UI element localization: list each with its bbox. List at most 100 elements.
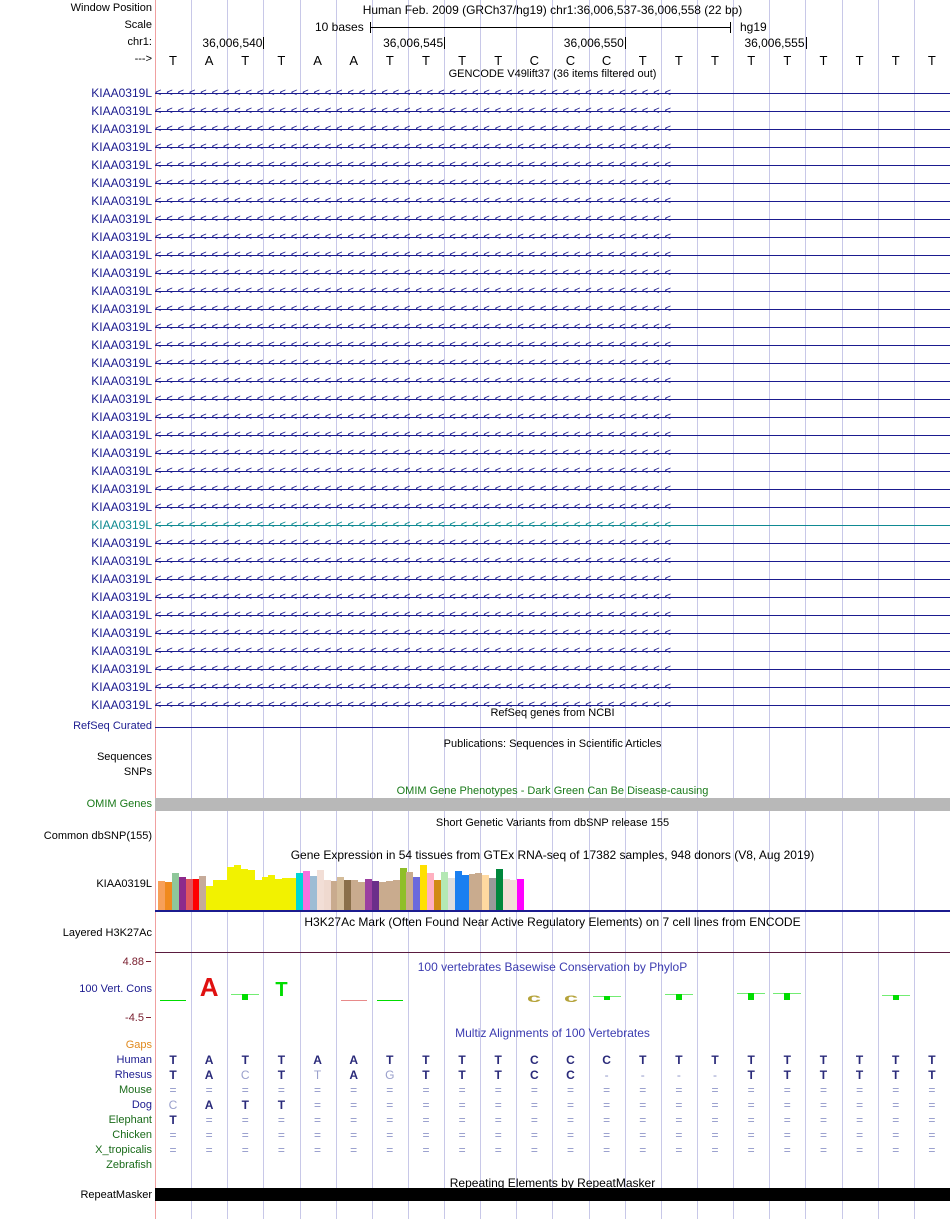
- gene-row[interactable]: KIAA0319L <<<<<<<<<<<<<<<<<<<<<<<<<<<<<<<…: [0, 300, 950, 318]
- multiz-species-label[interactable]: Elephant: [108, 1114, 152, 1126]
- gtex-bar[interactable]: [378, 882, 386, 910]
- omim-feature-band[interactable]: [155, 798, 950, 811]
- gtex-bar[interactable]: [509, 880, 517, 910]
- gene-row[interactable]: KIAA0319L <<<<<<<<<<<<<<<<<<<<<<<<<<<<<<<…: [0, 624, 950, 642]
- gene-row-label[interactable]: KIAA0319L: [91, 302, 152, 316]
- gtex-bar[interactable]: [427, 873, 435, 910]
- gtex-bar[interactable]: [316, 870, 324, 910]
- gene-row[interactable]: KIAA0319L <<<<<<<<<<<<<<<<<<<<<<<<<<<<<<<…: [0, 534, 950, 552]
- multiz-species-row[interactable]: X_tropicalis = = = = = = = = = = = = = = = = = = = = = =: [0, 1143, 950, 1158]
- gene-row-label[interactable]: KIAA0319L: [91, 662, 152, 676]
- gene-row-label[interactable]: KIAA0319L: [91, 680, 152, 694]
- gene-row[interactable]: KIAA0319L <<<<<<<<<<<<<<<<<<<<<<<<<<<<<<<…: [0, 264, 950, 282]
- gtex-track-label[interactable]: KIAA0319L: [96, 878, 152, 890]
- gtex-bar[interactable]: [233, 865, 241, 910]
- gene-row[interactable]: KIAA0319L <<<<<<<<<<<<<<<<<<<<<<<<<<<<<<<…: [0, 84, 950, 102]
- gtex-bar[interactable]: [503, 879, 510, 910]
- gene-row[interactable]: KIAA0319L <<<<<<<<<<<<<<<<<<<<<<<<<<<<<<<…: [0, 588, 950, 606]
- gene-row-label[interactable]: KIAA0319L: [91, 356, 152, 370]
- gene-row-label[interactable]: KIAA0319L: [91, 554, 152, 568]
- gene-row-label[interactable]: KIAA0319L: [91, 248, 152, 262]
- gene-row-label[interactable]: KIAA0319L: [91, 122, 152, 136]
- coordinate-ruler[interactable]: 36,006,540 36,006,545 36,006,550 36,006,555: [155, 36, 950, 52]
- omim-track-label[interactable]: OMIM Genes: [86, 798, 152, 810]
- h3k27ac-track-label[interactable]: Layered H3K27Ac: [62, 927, 152, 939]
- repeatmasker-feature-band[interactable]: [155, 1188, 950, 1201]
- gtex-bar[interactable]: [282, 878, 290, 910]
- multiz-species-row[interactable]: Rhesus T A C T T A G T T T C C - - - - T T T T T T: [0, 1068, 950, 1083]
- gene-row[interactable]: KIAA0319L <<<<<<<<<<<<<<<<<<<<<<<<<<<<<<<…: [0, 120, 950, 138]
- gene-row[interactable]: KIAA0319L <<<<<<<<<<<<<<<<<<<<<<<<<<<<<<<…: [0, 516, 950, 534]
- gtex-bar[interactable]: [392, 880, 400, 910]
- gene-row[interactable]: KIAA0319L <<<<<<<<<<<<<<<<<<<<<<<<<<<<<<<…: [0, 390, 950, 408]
- gtex-bar[interactable]: [337, 877, 345, 910]
- gtex-bar[interactable]: [454, 871, 462, 910]
- gene-row-label[interactable]: KIAA0319L: [91, 590, 152, 604]
- gene-row-label[interactable]: KIAA0319L: [91, 212, 152, 226]
- gene-row[interactable]: KIAA0319L <<<<<<<<<<<<<<<<<<<<<<<<<<<<<<<…: [0, 138, 950, 156]
- gtex-bar[interactable]: [399, 868, 407, 910]
- gtex-bar[interactable]: [289, 878, 297, 910]
- gene-row-label[interactable]: KIAA0319L: [91, 266, 152, 280]
- multiz-species-label[interactable]: Mouse: [118, 1084, 152, 1096]
- gene-row-label[interactable]: KIAA0319L: [91, 698, 152, 712]
- gtex-bar[interactable]: [296, 873, 303, 910]
- gtex-bar[interactable]: [261, 877, 269, 910]
- gene-row-label[interactable]: KIAA0319L: [91, 374, 152, 388]
- gene-row[interactable]: KIAA0319L <<<<<<<<<<<<<<<<<<<<<<<<<<<<<<<…: [0, 426, 950, 444]
- gene-row[interactable]: KIAA0319L <<<<<<<<<<<<<<<<<<<<<<<<<<<<<<<…: [0, 192, 950, 210]
- refseq-track-label[interactable]: RefSeq Curated: [73, 720, 152, 732]
- gene-row-label[interactable]: KIAA0319L: [91, 572, 152, 586]
- multiz-species-row[interactable]: Dog C A T T = = = = = = = = = = = = = = = = = =: [0, 1098, 950, 1113]
- gene-row-label[interactable]: KIAA0319L: [91, 536, 152, 550]
- gtex-bar[interactable]: [461, 875, 469, 910]
- gtex-bar[interactable]: [365, 879, 372, 910]
- multiz-species-label[interactable]: Human: [116, 1054, 152, 1066]
- gene-row-label[interactable]: KIAA0319L: [91, 500, 152, 514]
- gtex-bar[interactable]: [351, 880, 359, 910]
- gene-row[interactable]: KIAA0319L <<<<<<<<<<<<<<<<<<<<<<<<<<<<<<<…: [0, 552, 950, 570]
- gene-row[interactable]: KIAA0319L <<<<<<<<<<<<<<<<<<<<<<<<<<<<<<<…: [0, 408, 950, 426]
- gene-row-label[interactable]: KIAA0319L: [91, 446, 152, 460]
- gtex-bar[interactable]: [475, 873, 483, 910]
- gene-row[interactable]: KIAA0319L <<<<<<<<<<<<<<<<<<<<<<<<<<<<<<<…: [0, 696, 950, 714]
- multiz-species-row[interactable]: Zebrafish: [0, 1158, 950, 1173]
- gtex-bar[interactable]: [413, 877, 421, 910]
- gencode-gene-rows[interactable]: KIAA0319L <<<<<<<<<<<<<<<<<<<<<<<<<<<<<<<…: [0, 84, 950, 714]
- gtex-bar[interactable]: [468, 874, 476, 910]
- gtex-bar[interactable]: [420, 865, 428, 910]
- gene-row[interactable]: KIAA0319L <<<<<<<<<<<<<<<<<<<<<<<<<<<<<<<…: [0, 480, 950, 498]
- gtex-bar[interactable]: [516, 879, 524, 910]
- gtex-bar[interactable]: [247, 870, 255, 910]
- gtex-bar[interactable]: [447, 878, 455, 910]
- gtex-bar[interactable]: [385, 881, 393, 910]
- gtex-bar[interactable]: [323, 880, 331, 910]
- repeatmasker-track-label[interactable]: RepeatMasker: [80, 1189, 152, 1201]
- multiz-species-row[interactable]: Mouse = = = = = = = = = = = = = = = = = = = = = =: [0, 1083, 950, 1098]
- gene-row[interactable]: KIAA0319L <<<<<<<<<<<<<<<<<<<<<<<<<<<<<<<…: [0, 282, 950, 300]
- multiz-species-label[interactable]: X_tropicalis: [95, 1144, 152, 1156]
- gtex-bar[interactable]: [496, 869, 504, 910]
- gtex-bar[interactable]: [206, 886, 214, 910]
- gene-row-label[interactable]: KIAA0319L: [91, 626, 152, 640]
- gtex-bar[interactable]: [178, 877, 186, 910]
- phylop-track-label[interactable]: 100 Vert. Cons: [79, 983, 152, 995]
- gene-row-label[interactable]: KIAA0319L: [91, 644, 152, 658]
- gene-row[interactable]: KIAA0319L <<<<<<<<<<<<<<<<<<<<<<<<<<<<<<<…: [0, 228, 950, 246]
- gene-row-label[interactable]: KIAA0319L: [91, 482, 152, 496]
- gtex-expression-barchart[interactable]: [158, 862, 531, 910]
- gene-row-label[interactable]: KIAA0319L: [91, 410, 152, 424]
- gene-row[interactable]: KIAA0319L <<<<<<<<<<<<<<<<<<<<<<<<<<<<<<<…: [0, 444, 950, 462]
- gene-row[interactable]: KIAA0319L <<<<<<<<<<<<<<<<<<<<<<<<<<<<<<<…: [0, 210, 950, 228]
- gene-row[interactable]: KIAA0319L <<<<<<<<<<<<<<<<<<<<<<<<<<<<<<<…: [0, 678, 950, 696]
- gtex-bar[interactable]: [434, 880, 441, 910]
- gene-row-label[interactable]: KIAA0319L: [91, 464, 152, 478]
- gene-row[interactable]: KIAA0319L <<<<<<<<<<<<<<<<<<<<<<<<<<<<<<<…: [0, 174, 950, 192]
- gtex-bar[interactable]: [406, 872, 414, 910]
- gtex-bar[interactable]: [309, 876, 317, 910]
- gene-row[interactable]: KIAA0319L <<<<<<<<<<<<<<<<<<<<<<<<<<<<<<<…: [0, 354, 950, 372]
- gtex-bar[interactable]: [371, 881, 379, 910]
- snps-track-label[interactable]: SNPs: [123, 766, 152, 778]
- gene-row[interactable]: KIAA0319L <<<<<<<<<<<<<<<<<<<<<<<<<<<<<<<…: [0, 156, 950, 174]
- gtex-bar[interactable]: [489, 878, 497, 910]
